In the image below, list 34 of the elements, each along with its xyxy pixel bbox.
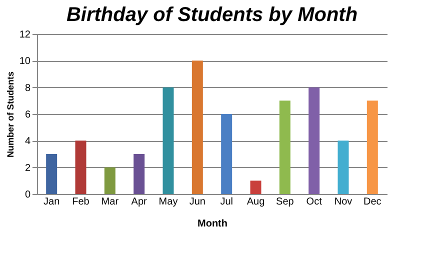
bar (366, 100, 378, 194)
x-tick-label: May (158, 196, 178, 208)
y-tick-label: 10 (19, 56, 31, 68)
bar (308, 87, 320, 194)
y-axis-title: Number of Students (5, 71, 16, 158)
y-tick-label: 0 (24, 190, 31, 200)
y-tick-label: 6 (24, 110, 31, 120)
x-tick-label: Jun (189, 196, 206, 208)
bar (75, 140, 86, 194)
x-tick-label: Dec (364, 196, 382, 208)
y-tick-label: 8 (24, 82, 31, 94)
bar (338, 140, 349, 194)
x-tick-label: Aug (246, 196, 265, 208)
bar (279, 100, 290, 194)
x-tick-label: Oct (306, 196, 322, 208)
bar (250, 180, 262, 194)
x-tick-label: Jan (44, 196, 60, 208)
bar (46, 154, 58, 194)
x-axis-title: Month (198, 218, 228, 230)
bar (104, 167, 116, 194)
bar (192, 60, 203, 194)
x-tick-label: Nov (334, 196, 352, 208)
x-tick-label: Sep (276, 196, 294, 208)
x-tick-label: Mar (101, 196, 120, 208)
y-tick-label: 12 (19, 30, 31, 40)
x-tick-label: Apr (131, 196, 148, 208)
chart-title: Birthday of Students by Month (66, 4, 358, 26)
bar (221, 114, 232, 194)
x-tick-label: Feb (72, 196, 90, 208)
bar (162, 87, 174, 194)
y-tick-label: 2 (24, 162, 31, 174)
x-tick-label: Jul (220, 196, 233, 208)
y-tick-label: 4 (24, 136, 31, 148)
bar (134, 154, 145, 194)
